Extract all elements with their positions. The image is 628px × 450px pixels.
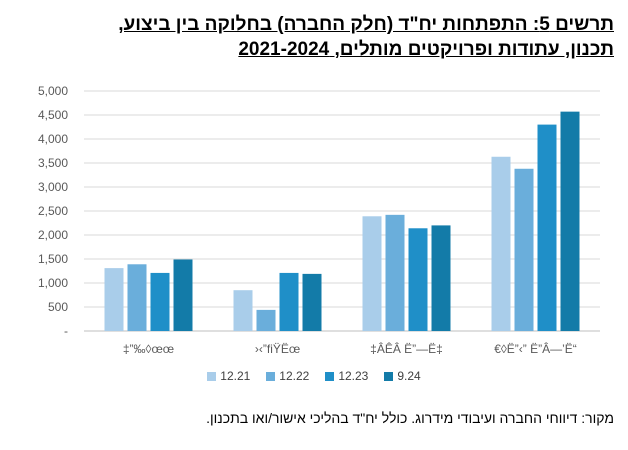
y-tick-label: 2,500 bbox=[38, 204, 68, 218]
y-tick-label: 4,000 bbox=[38, 132, 68, 146]
x-category-label: €◊Ë”‹” Ë”Â—’Ë“ bbox=[494, 341, 577, 356]
chart-title-line-2: תכנון, עתודות ופרויקטים מותלים, 2021-202… bbox=[238, 39, 614, 60]
y-tick-label: 2,000 bbox=[38, 228, 68, 242]
bar bbox=[302, 273, 322, 331]
legend-item: 12.22 bbox=[266, 369, 309, 383]
chart-legend: 12.21 12.22 12.23 9.24 bbox=[0, 369, 628, 384]
bar bbox=[279, 272, 299, 331]
legend-label: 12.22 bbox=[279, 369, 310, 383]
bar bbox=[408, 228, 428, 331]
y-tick-label: - bbox=[64, 324, 68, 338]
bar bbox=[233, 290, 253, 331]
bar bbox=[362, 216, 382, 331]
bar bbox=[104, 268, 124, 331]
bar bbox=[173, 259, 193, 331]
y-tick-label: 1,500 bbox=[38, 252, 68, 266]
bar bbox=[256, 309, 276, 331]
bar bbox=[514, 168, 534, 331]
bar bbox=[385, 214, 405, 331]
y-tick-label: 3,000 bbox=[38, 180, 68, 194]
source-note: מקור: דיווחי החברה ועיבודי מידרוג. כולל … bbox=[206, 410, 614, 426]
legend-swatch bbox=[266, 371, 276, 381]
legend-swatch bbox=[325, 371, 335, 381]
y-tick-label: 3,500 bbox=[38, 156, 68, 170]
y-tick-label: 500 bbox=[48, 300, 68, 314]
legend-swatch bbox=[384, 371, 394, 381]
x-category-label: ‡ÂÊÂ Ë”—Ë‡ bbox=[370, 341, 443, 356]
legend-item: 9.24 bbox=[384, 369, 421, 383]
bar bbox=[491, 156, 511, 331]
y-tick-label: 5,000 bbox=[38, 84, 68, 98]
legend-label: 9.24 bbox=[397, 369, 421, 383]
bar bbox=[127, 264, 147, 331]
x-category-label: ›‹”ﬁŸËœ bbox=[255, 342, 300, 356]
legend-swatch bbox=[207, 371, 217, 381]
legend-item: 12.23 bbox=[325, 369, 368, 383]
legend-label: 12.23 bbox=[338, 369, 369, 383]
chart-title-line-1: תרשים 5: התפתחות יח"ד (חלק החברה) בחלוקה… bbox=[118, 14, 614, 35]
bar bbox=[431, 225, 451, 331]
y-tick-label: 4,500 bbox=[38, 108, 68, 122]
x-category-label: ‡”‰◊œœ bbox=[123, 342, 174, 356]
bar bbox=[150, 272, 170, 331]
y-tick-label: 1,000 bbox=[38, 276, 68, 290]
bar bbox=[537, 124, 557, 331]
legend-label: 12.21 bbox=[220, 369, 251, 383]
bar bbox=[560, 111, 580, 331]
legend-item: 12.21 bbox=[207, 369, 250, 383]
bar-chart: - 500 1,000 1,500 2,000 2,500 3,000 3,500 4,000 4… bbox=[38, 84, 600, 356]
chart-title: תרשים 5: התפתחות יח"ד (חלק החברה) בחלוקה… bbox=[14, 12, 614, 62]
